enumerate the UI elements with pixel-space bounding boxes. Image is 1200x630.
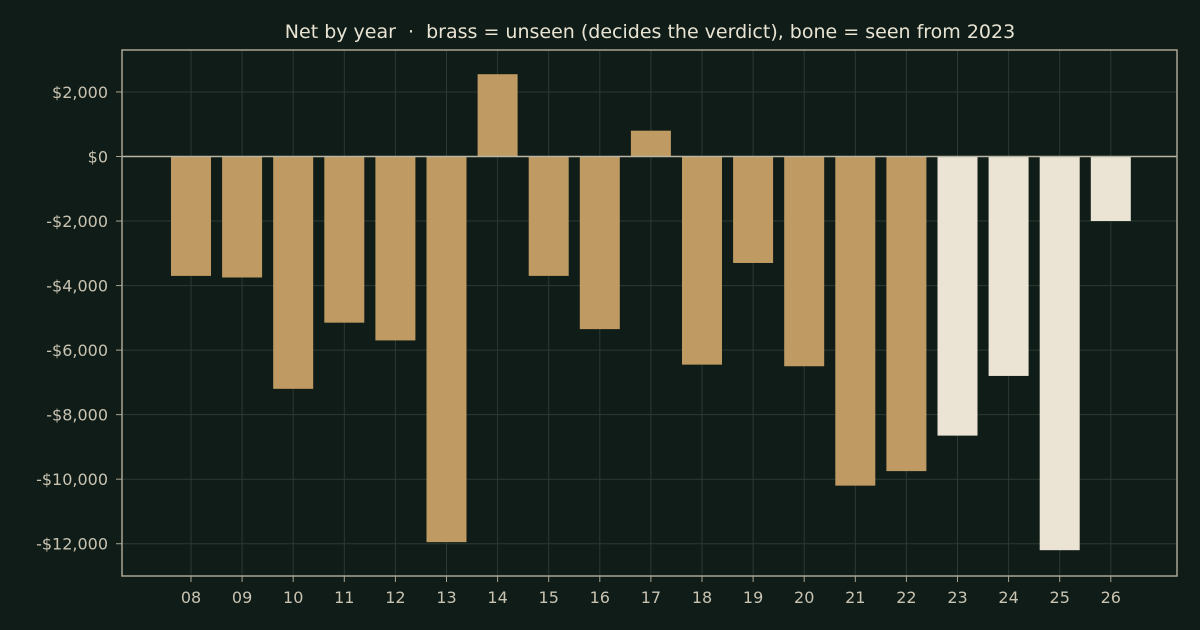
bar-08 (171, 156, 211, 276)
x-tick-label: 25 (1050, 588, 1070, 607)
y-tick-label: $0 (88, 147, 108, 166)
x-tick-label: 08 (181, 588, 201, 607)
bar-14 (477, 74, 518, 157)
bar-22 (886, 156, 927, 472)
bar-24 (988, 156, 1029, 376)
x-tick-label: 20 (794, 588, 814, 607)
bar-15 (528, 156, 569, 276)
x-tick-label: 11 (334, 588, 354, 607)
bar-10 (273, 156, 314, 389)
plot-frame (121, 49, 1178, 577)
bar-16 (579, 156, 620, 330)
bar-layer (171, 74, 1131, 551)
x-tick-label: 13 (436, 588, 456, 607)
bar-23 (937, 156, 978, 436)
x-tick-label: 15 (539, 588, 559, 607)
axis-layer: $2,000 $0 -$2,000 -$4,000 -$6,000 -$8,000 -$10… (36, 49, 1178, 607)
bar-21 (835, 156, 876, 486)
chart-title: Net by year · brass = unseen (decides th… (285, 21, 1015, 43)
y-tick-label: -$8,000 (46, 406, 108, 425)
x-tick-label: 12 (385, 588, 405, 607)
bar-12 (375, 156, 416, 341)
y-tick-label: -$10,000 (36, 470, 108, 489)
bar-13 (426, 156, 467, 543)
bar-17 (630, 130, 671, 157)
y-tick-label: -$2,000 (46, 212, 108, 231)
bar-20 (784, 156, 825, 367)
bar-25 (1039, 156, 1080, 551)
y-tick-label: $2,000 (52, 83, 108, 102)
x-tick-label: 21 (845, 588, 865, 607)
bar-11 (324, 156, 365, 323)
bar-26 (1090, 156, 1131, 222)
x-tick-label: 23 (947, 588, 967, 607)
x-tick-label: 16 (590, 588, 610, 607)
bar-09 (222, 156, 263, 278)
x-tick-label: 10 (283, 588, 303, 607)
x-tick-label: 22 (896, 588, 916, 607)
x-tick-label: 24 (998, 588, 1018, 607)
bar-19 (733, 156, 774, 263)
bar-18 (682, 156, 722, 365)
y-tick-label: -$6,000 (46, 341, 108, 360)
x-tick-label: 17 (641, 588, 661, 607)
x-tick-label: 14 (487, 588, 507, 607)
x-tick-label: 09 (232, 588, 252, 607)
x-tick-label: 26 (1101, 588, 1121, 607)
x-tick-label: 18 (692, 588, 712, 607)
y-tick-label: -$12,000 (36, 535, 108, 554)
y-tick-label: -$4,000 (46, 277, 108, 296)
x-tick-label: 19 (743, 588, 763, 607)
